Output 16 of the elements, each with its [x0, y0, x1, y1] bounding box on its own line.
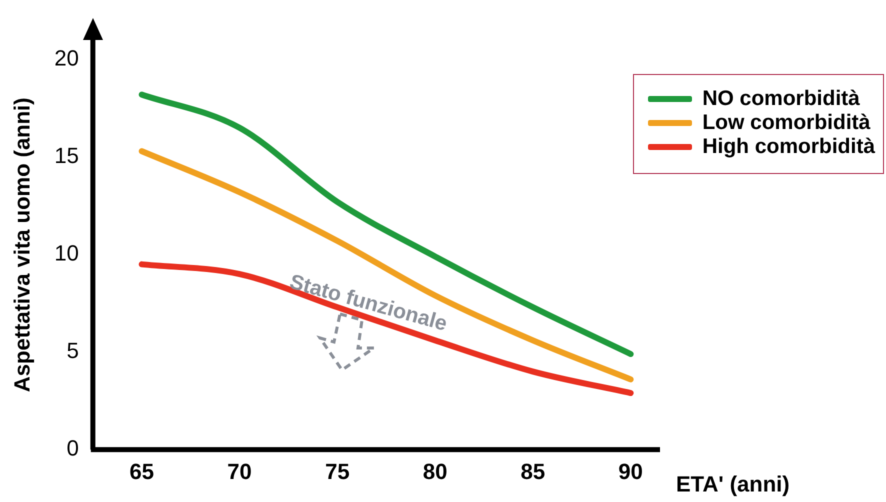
- x-axis-title: ETA' (anni): [676, 472, 790, 497]
- x-tick-label: 90: [618, 458, 643, 484]
- y-tick-label: 5: [66, 338, 79, 364]
- x-tick-label: 65: [130, 458, 154, 484]
- x-tick-label: 75: [325, 458, 350, 484]
- y-tick-label: 0: [66, 436, 79, 461]
- x-tick-label: 80: [422, 458, 448, 484]
- legend-label: NO comorbidità: [702, 87, 860, 111]
- y-axis-title: Aspettativa vita uomo (anni): [9, 98, 34, 392]
- y-tick-label: 10: [54, 240, 79, 266]
- y-tick-label: 15: [54, 143, 79, 168]
- x-tick-label: 85: [520, 458, 546, 484]
- y-tick-label: 20: [54, 46, 79, 71]
- x-tick-label: 70: [227, 458, 252, 484]
- legend-label: High comorbidità: [702, 135, 875, 159]
- legend-label: Low comorbidità: [702, 111, 870, 135]
